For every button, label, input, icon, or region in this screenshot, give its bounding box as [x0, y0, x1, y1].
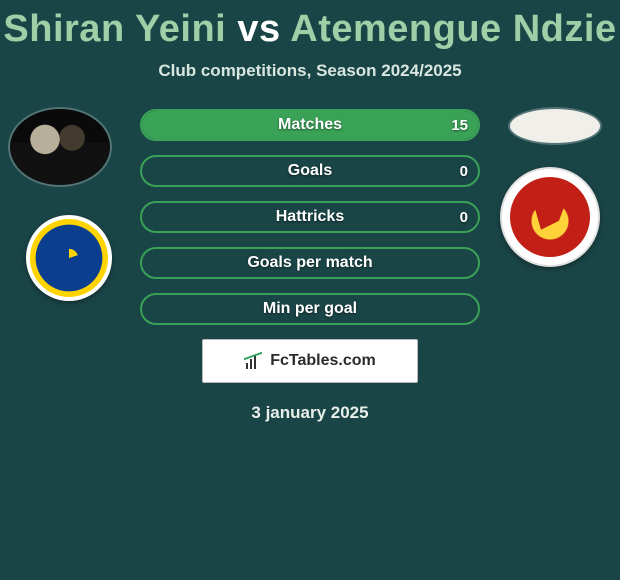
stat-value-right: 15 [451, 117, 468, 134]
player2-photo [510, 109, 600, 143]
stat-label: Min per goal [263, 300, 357, 318]
stat-bar: Goals 0 [140, 155, 480, 187]
player2-club-badge [500, 167, 600, 267]
stat-value-right: 0 [460, 209, 468, 226]
stat-label: Goals [288, 162, 332, 180]
snapshot-date: 3 january 2025 [0, 403, 620, 423]
season-subtitle: Club competitions, Season 2024/2025 [0, 61, 620, 81]
player1-name: Shiran Yeini [3, 8, 226, 50]
player1-photo [10, 109, 110, 185]
comparison-stage: Matches 15 Goals 0 Hattricks 0 Goals per match… [0, 109, 620, 423]
fctables-logo-icon [244, 353, 264, 369]
stat-bar: Min per goal [140, 293, 480, 325]
comparison-title: Shiran Yeini vs Atemengue Ndzie [0, 0, 620, 51]
brand-box[interactable]: FcTables.com [202, 339, 418, 383]
stat-bars: Matches 15 Goals 0 Hattricks 0 Goals per match… [140, 109, 480, 325]
stat-bar: Goals per match [140, 247, 480, 279]
player2-name: Atemengue Ndzie [290, 8, 616, 50]
player1-club-badge [26, 215, 112, 301]
stat-label: Goals per match [247, 254, 372, 272]
vs-text: vs [237, 8, 280, 50]
brand-text: FcTables.com [270, 352, 376, 370]
stat-bar: Matches 15 [140, 109, 480, 141]
stat-value-right: 0 [460, 163, 468, 180]
stat-bar: Hattricks 0 [140, 201, 480, 233]
stat-label: Matches [278, 116, 342, 134]
stat-label: Hattricks [276, 208, 344, 226]
